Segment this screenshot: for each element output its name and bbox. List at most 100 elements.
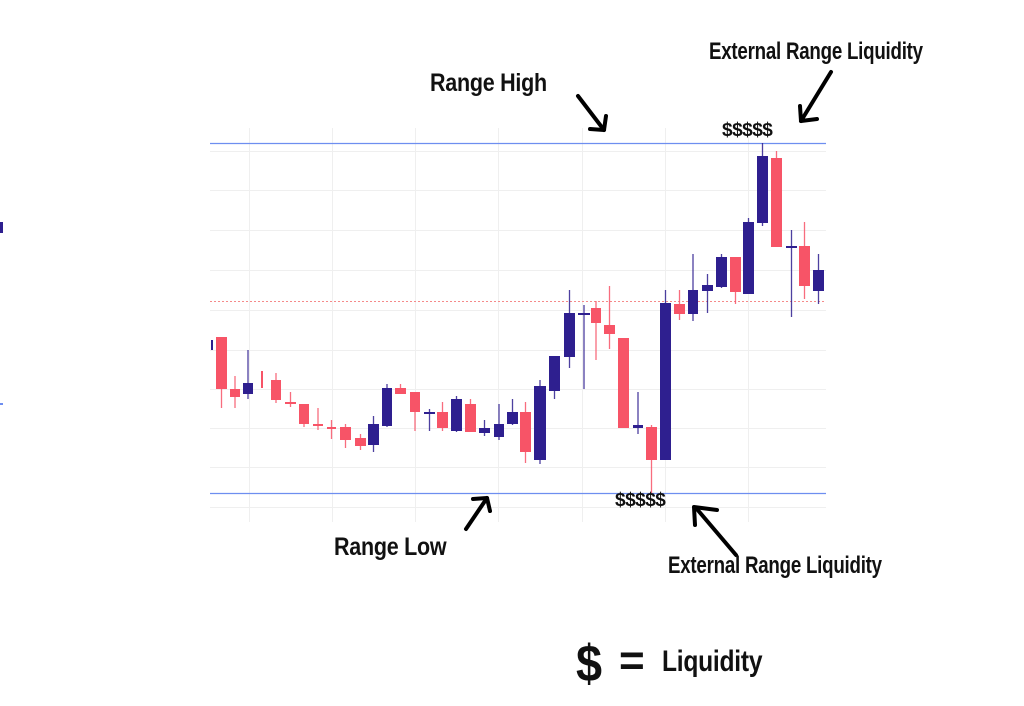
candle xyxy=(799,222,810,299)
candle-body xyxy=(285,402,296,404)
candle xyxy=(618,338,629,428)
candle xyxy=(327,420,336,439)
candle xyxy=(211,340,213,350)
candle-body xyxy=(313,424,323,426)
candle xyxy=(424,409,435,431)
candle xyxy=(520,402,531,463)
ext-liquidity-top-label: External Range Liquidity xyxy=(709,38,923,65)
candle xyxy=(299,404,309,427)
candle xyxy=(494,404,504,440)
candle-body xyxy=(564,313,575,357)
candle-body xyxy=(216,337,227,389)
candle xyxy=(340,424,351,448)
candle-body xyxy=(243,383,253,394)
candle-body xyxy=(327,427,336,429)
candle xyxy=(313,408,323,430)
candle-body xyxy=(771,158,782,247)
candle-body xyxy=(813,270,824,291)
candle-body xyxy=(604,325,615,334)
candle-body xyxy=(757,156,768,223)
candle-body xyxy=(340,427,351,440)
candle xyxy=(633,392,643,434)
edge-artifact-candle xyxy=(0,222,3,233)
edge-artifact-line xyxy=(0,403,3,405)
ext-liquidity-bottom-label: External Range Liquidity xyxy=(668,552,882,579)
candle xyxy=(771,151,782,247)
candle xyxy=(465,399,476,432)
candle xyxy=(368,416,379,452)
candle xyxy=(702,274,713,313)
candle-body xyxy=(355,438,366,446)
candle xyxy=(813,254,824,304)
candle xyxy=(688,254,698,321)
candle xyxy=(451,396,462,432)
candle-body xyxy=(230,389,240,397)
candle-body xyxy=(261,371,263,388)
candle xyxy=(507,399,518,425)
legend-equals-sign: = xyxy=(619,636,645,685)
candle-body xyxy=(688,290,698,314)
candle-body xyxy=(437,412,448,428)
candle xyxy=(730,257,741,304)
candle xyxy=(479,420,490,436)
candle-body xyxy=(299,404,309,424)
candle-body xyxy=(368,424,379,445)
chart-grid xyxy=(210,128,826,522)
candles xyxy=(211,143,824,493)
candle-body xyxy=(786,246,797,248)
candle-body xyxy=(211,340,213,350)
candle xyxy=(410,392,420,431)
legend-dollar-symbol: $ xyxy=(576,635,602,693)
candle xyxy=(674,290,685,320)
candle-body xyxy=(716,257,727,287)
candle-body xyxy=(743,222,754,294)
candle-body xyxy=(591,308,601,323)
candle-body xyxy=(451,399,462,431)
candle-body xyxy=(730,257,741,292)
candle xyxy=(395,384,406,394)
candle xyxy=(355,434,366,450)
candle xyxy=(646,425,657,493)
candle-body xyxy=(382,388,392,426)
candle xyxy=(271,373,281,403)
candle-body xyxy=(479,428,490,433)
candle-body xyxy=(494,424,504,437)
arrow-ext-liquidity-top-icon xyxy=(798,70,833,123)
range-low-label: Range Low xyxy=(334,533,447,561)
candle-body xyxy=(578,313,590,315)
candle xyxy=(549,356,560,399)
candle-body xyxy=(520,412,531,452)
candle xyxy=(437,402,448,431)
candle-body xyxy=(507,412,518,424)
dollars-bottom-label: $$$$$ xyxy=(615,490,666,511)
candle xyxy=(382,384,392,427)
candle xyxy=(261,371,263,388)
candle-body xyxy=(549,356,560,391)
arrow-range-low-icon xyxy=(464,496,492,531)
candle xyxy=(578,305,590,389)
candle-body xyxy=(633,425,643,428)
candle-body xyxy=(799,246,810,286)
candle-body xyxy=(424,412,435,414)
candle xyxy=(216,337,227,408)
legend-liquidity-text: Liquidity xyxy=(662,645,763,678)
candle-body xyxy=(395,388,406,394)
candle xyxy=(660,290,671,460)
candle xyxy=(743,218,754,294)
candle-body xyxy=(618,338,629,428)
candle xyxy=(604,286,615,349)
candle-body xyxy=(465,404,476,432)
candle-body xyxy=(674,304,685,314)
arrow-range-high-icon xyxy=(576,94,608,132)
candle-body xyxy=(271,380,281,400)
arrow-ext-liquidity-bottom-icon xyxy=(692,505,738,557)
range-high-label: Range High xyxy=(430,69,547,97)
candle xyxy=(564,290,575,368)
candle-body xyxy=(702,285,713,291)
candle xyxy=(230,376,240,408)
candle xyxy=(716,254,727,288)
candle xyxy=(786,230,797,317)
candle xyxy=(285,392,296,407)
candle-body xyxy=(660,303,671,460)
